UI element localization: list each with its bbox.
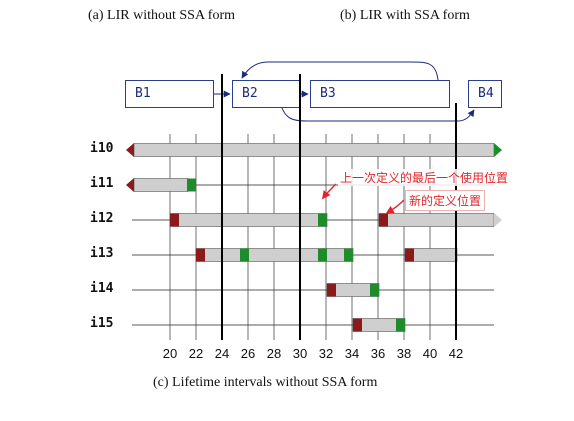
i12-bar-1	[169, 213, 328, 227]
i10-end-marker	[494, 143, 502, 157]
annotation-arrow-new-def	[385, 199, 405, 214]
i15-bar	[352, 318, 406, 332]
x-tick-30: 30	[292, 346, 308, 361]
interval-grid	[132, 134, 494, 340]
annotation-last-use: 上一次定义的最后一个使用位置	[338, 169, 511, 186]
x-tick-34: 34	[344, 346, 360, 361]
interval-label-i15: i15	[90, 316, 114, 331]
i14-bar	[326, 283, 380, 297]
block-b3: B3	[310, 80, 450, 108]
x-tick-32: 32	[318, 346, 334, 361]
i13-bar-2	[404, 248, 458, 262]
x-tick-24: 24	[214, 346, 230, 361]
block-b1: B1	[125, 80, 214, 108]
edge-b3-back-b2	[241, 61, 439, 81]
x-tick-20: 20	[162, 346, 178, 361]
caption-b: (b) LIR with SSA form	[340, 8, 470, 23]
interval-label-i12: i12	[90, 211, 114, 226]
x-tick-40: 40	[422, 346, 438, 361]
i14-use-marker	[370, 283, 379, 297]
annotation-arrow-last-use	[321, 183, 337, 200]
i13-def-marker	[196, 248, 205, 262]
x-tick-28: 28	[266, 346, 282, 361]
x-tick-38: 38	[396, 346, 412, 361]
edge-b2-b4	[281, 107, 475, 122]
x-tick-22: 22	[188, 346, 204, 361]
i15-use-marker	[396, 318, 405, 332]
interval-label-i13: i13	[90, 246, 114, 261]
i12-use-marker-1	[318, 213, 327, 227]
i13-use-marker-1	[240, 248, 249, 262]
i15-def-marker	[353, 318, 362, 332]
i11-start-marker	[126, 178, 134, 192]
i11-bar	[133, 178, 189, 192]
caption-a: (a) LIR without SSA form	[88, 8, 235, 23]
i13-use-marker-3	[344, 248, 353, 262]
x-tick-36: 36	[370, 346, 386, 361]
block-b2: B2	[232, 80, 301, 108]
i10-bar	[133, 143, 495, 157]
i12-def-marker-2	[379, 213, 388, 227]
i12-end-marker	[494, 213, 502, 227]
i13-use-marker-2	[318, 248, 327, 262]
caption-c: (c) Lifetime intervals without SSA form	[153, 375, 378, 390]
i12-def-marker-1	[170, 213, 179, 227]
i10-start-marker	[126, 143, 134, 157]
interval-label-i11: i11	[90, 176, 114, 191]
interval-label-i14: i14	[90, 281, 114, 296]
i11-use-marker	[187, 178, 196, 192]
annotation-new-def: 新的定义位置	[405, 190, 486, 211]
i13-def-marker-2	[405, 248, 414, 262]
block-b4: B4	[468, 80, 502, 108]
i14-def-marker	[327, 283, 336, 297]
i12-bar-2	[378, 213, 495, 227]
x-tick-42: 42	[448, 346, 464, 361]
interval-label-i10: i10	[90, 141, 114, 156]
i13-bar-1	[195, 248, 354, 262]
x-tick-26: 26	[240, 346, 256, 361]
